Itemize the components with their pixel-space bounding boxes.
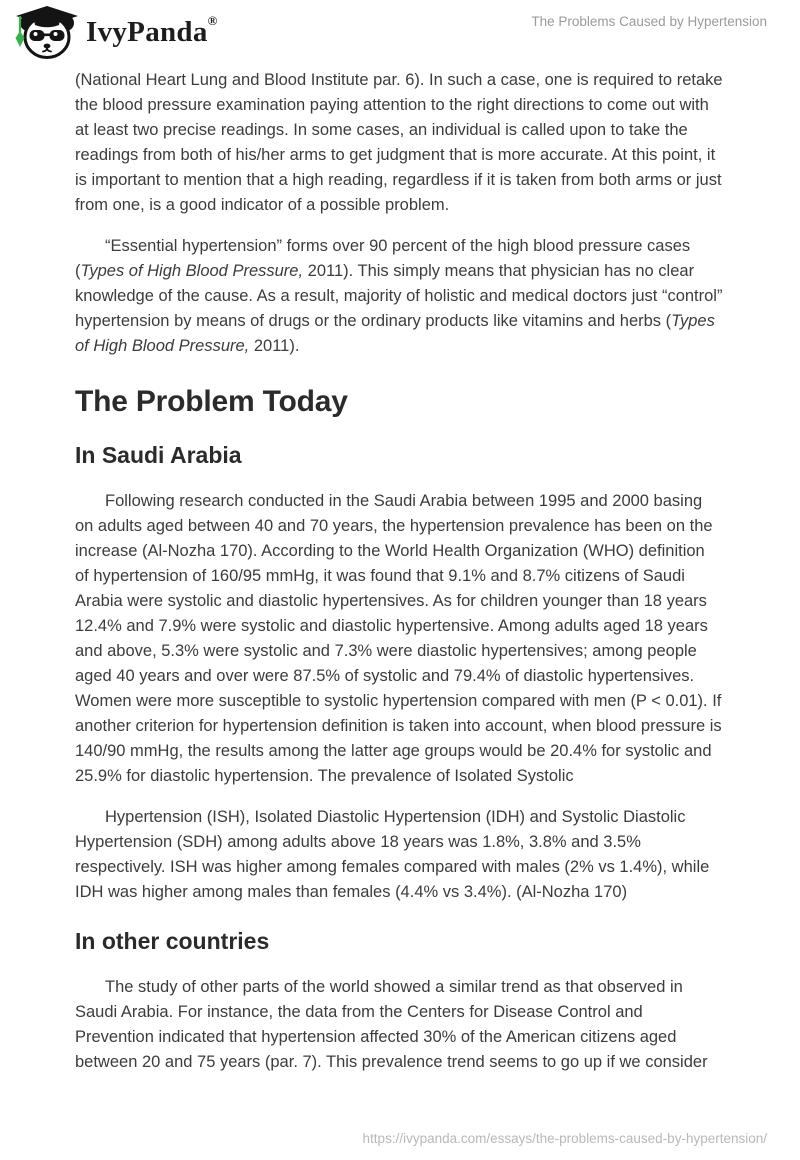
section-heading: The Problem Today: [75, 385, 348, 418]
panda-graduate-icon: [15, 6, 78, 59]
sub-heading: In other countries: [75, 928, 270, 954]
paragraph-text: The study of other parts of the world sh…: [75, 978, 708, 1071]
cited-work-title: Types of High Blood Pressure,: [80, 262, 304, 280]
logo-text: IvyPanda®: [86, 13, 218, 49]
paragraph: The study of other parts of the world sh…: [75, 975, 723, 1075]
source-url-link[interactable]: https://ivypanda.com/essays/the-problems…: [362, 1131, 767, 1146]
sub-heading: In Saudi Arabia: [75, 442, 242, 468]
paragraph-text: 2011). This simply means that physician …: [75, 262, 723, 330]
paragraph-text: Following research conducted in the Saud…: [75, 492, 722, 785]
running-head-title: The Problems Caused by Hypertension: [531, 14, 767, 29]
paragraph-text: 2011).: [249, 337, 300, 355]
page-footer: https://ivypanda.com/essays/the-problems…: [363, 1130, 767, 1148]
page-header: IvyPanda® The Problems Caused by Hyperte…: [0, 0, 800, 64]
ivypanda-logo[interactable]: IvyPanda®: [13, 5, 217, 59]
paragraph: Following research conducted in the Saud…: [75, 489, 723, 789]
paragraph: (National Heart Lung and Blood Institute…: [75, 68, 723, 218]
cited-work-title: Types of High Blood Pressure,: [75, 312, 715, 355]
registered-trademark-symbol: ®: [207, 13, 218, 29]
essay-content: (National Heart Lung and Blood Institute…: [75, 68, 723, 1091]
paragraph-text: “Essential hypertension” forms over 90 p…: [75, 237, 691, 280]
paragraph-text: Hypertension (ISH), Isolated Diastolic H…: [75, 808, 710, 901]
paragraph: Hypertension (ISH), Isolated Diastolic H…: [75, 805, 723, 905]
paragraph-text: (National Heart Lung and Blood Institute…: [75, 71, 723, 214]
logo-wordmark: IvyPanda: [86, 15, 208, 48]
paragraph: “Essential hypertension” forms over 90 p…: [75, 234, 723, 359]
